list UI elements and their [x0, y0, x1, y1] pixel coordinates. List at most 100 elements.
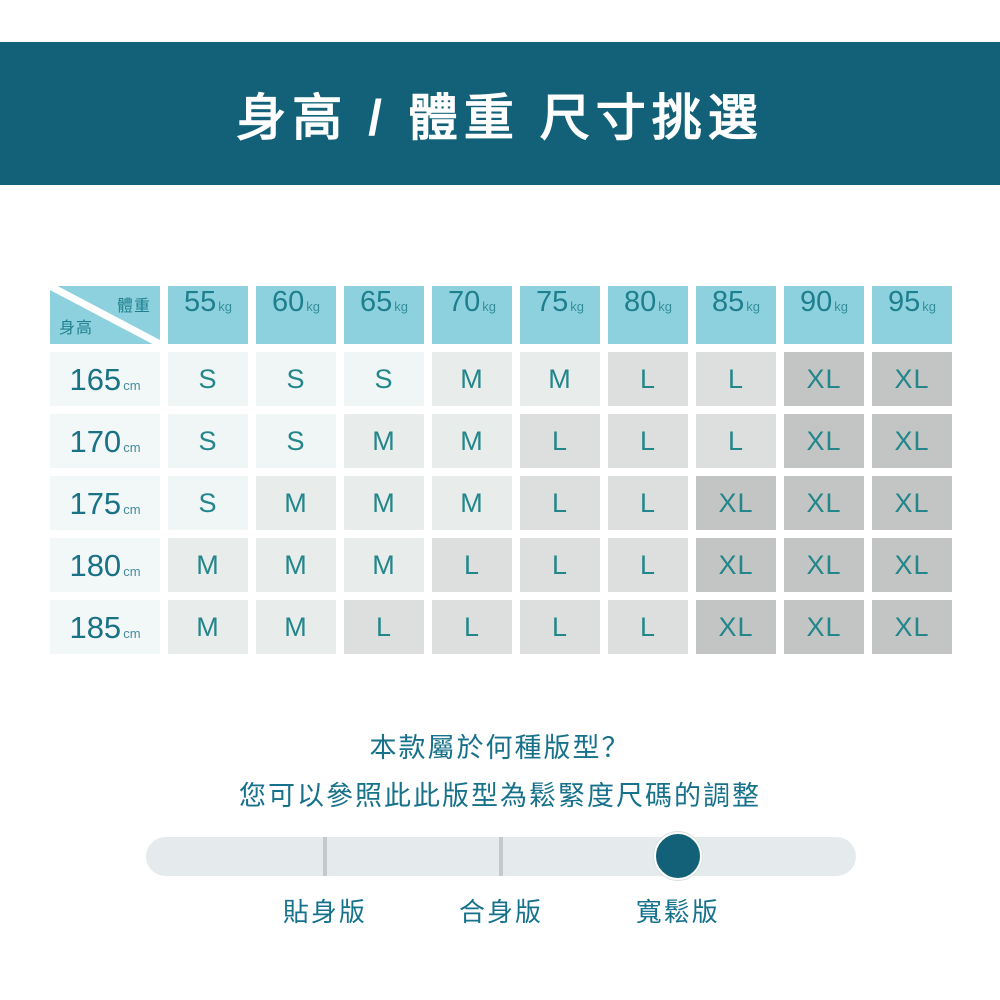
size-cell: XL [872, 476, 952, 530]
height-label-cell: 165 cm [50, 352, 160, 406]
size-cell: L [608, 414, 688, 468]
size-cell: S [256, 414, 336, 468]
size-cell: M [344, 414, 424, 468]
size-cell: L [520, 476, 600, 530]
weight-value: 70 [448, 286, 481, 318]
weight-header-cell: 95 kg [872, 286, 952, 344]
height-value: 185 [69, 610, 122, 645]
size-cell: L [520, 414, 600, 468]
fit-note: 本款屬於何種版型？ 您可以參照此此版型為鬆緊度尺碼的調整 [0, 726, 1000, 822]
height-unit: cm [123, 626, 141, 641]
size-cell: S [168, 476, 248, 530]
size-cell: XL [872, 414, 952, 468]
fit-slider-labels: 貼身版 合身版 寬鬆版 [0, 892, 1000, 928]
size-cell: XL [784, 538, 864, 592]
fit-slider-knob[interactable] [653, 832, 702, 880]
height-unit: cm [123, 440, 141, 455]
weight-header-cell: 75 kg [520, 286, 600, 344]
weight-header-cell: 80 kg [608, 286, 688, 344]
weight-unit: kg [746, 299, 760, 314]
weight-header-cell: 55 kg [168, 286, 248, 344]
fit-option-label: 寬鬆版 [635, 897, 720, 927]
size-cell: XL [784, 476, 864, 530]
size-cell: L [520, 538, 600, 592]
corner-height-label: 身高 [59, 320, 94, 337]
size-cell: L [432, 600, 512, 654]
height-label-cell: 170 cm [50, 414, 160, 468]
size-cell: XL [784, 600, 864, 654]
size-cell: M [520, 352, 600, 406]
height-label-cell: 175 cm [50, 476, 160, 530]
fit-slider-stop-divider [499, 837, 503, 876]
size-cell: M [256, 538, 336, 592]
size-cell: S [168, 414, 248, 468]
size-cell: M [256, 600, 336, 654]
height-value: 180 [69, 548, 122, 583]
weight-value: 95 [888, 286, 921, 318]
corner-weight-label: 體重 [116, 298, 151, 315]
size-cell: L [608, 476, 688, 530]
size-cell: S [256, 352, 336, 406]
page-title: 身高 / 體重 尺寸挑選 [236, 89, 764, 146]
size-cell: M [432, 352, 512, 406]
size-cell: M [256, 476, 336, 530]
weight-header-cell: 85 kg [696, 286, 776, 344]
weight-header-cell: 60 kg [256, 286, 336, 344]
weight-value: 90 [800, 286, 833, 318]
size-cell: M [344, 538, 424, 592]
size-table: 體重 身高 55 kg 60 kg 65 kg 70 kg 75 kg 80 kg 85 kg 90 kg 95 kg… [50, 286, 952, 654]
height-unit: cm [123, 502, 141, 517]
fit-note-line1: 本款屬於何種版型？ [369, 733, 631, 763]
size-cell: XL [872, 600, 952, 654]
table-corner-cell: 體重身高 [50, 286, 160, 344]
size-cell: L [344, 600, 424, 654]
size-cell: S [168, 352, 248, 406]
fit-option-label: 貼身版 [282, 897, 367, 927]
weight-unit: kg [306, 299, 320, 314]
weight-header-cell: 65 kg [344, 286, 424, 344]
weight-value: 55 [184, 286, 217, 318]
height-value: 165 [69, 362, 122, 397]
weight-unit: kg [834, 299, 848, 314]
size-cell: XL [784, 352, 864, 406]
size-cell: M [168, 600, 248, 654]
height-label-cell: 180 cm [50, 538, 160, 592]
height-label-cell: 185 cm [50, 600, 160, 654]
weight-value: 60 [272, 286, 305, 318]
size-cell: XL [784, 414, 864, 468]
weight-header-cell: 70 kg [432, 286, 512, 344]
fit-note-line2: 您可以參照此此版型為鬆緊度尺碼的調整 [239, 781, 761, 811]
height-unit: cm [123, 564, 141, 579]
size-cell: XL [872, 538, 952, 592]
size-cell: XL [872, 352, 952, 406]
height-value: 175 [69, 486, 122, 521]
height-unit: cm [123, 378, 141, 393]
weight-unit: kg [394, 299, 408, 314]
weight-unit: kg [482, 299, 496, 314]
size-cell: S [344, 352, 424, 406]
weight-header-cell: 90 kg [784, 286, 864, 344]
size-cell: L [608, 352, 688, 406]
weight-value: 85 [712, 286, 745, 318]
height-value: 170 [69, 424, 122, 459]
size-cell: XL [696, 476, 776, 530]
weight-value: 80 [624, 286, 657, 318]
size-cell: M [168, 538, 248, 592]
size-cell: XL [696, 538, 776, 592]
weight-unit: kg [922, 299, 936, 314]
size-cell: L [696, 352, 776, 406]
size-cell: M [432, 476, 512, 530]
size-cell: M [432, 414, 512, 468]
fit-slider-track[interactable] [146, 832, 856, 880]
size-cell: M [344, 476, 424, 530]
fit-option-label: 合身版 [458, 897, 544, 927]
size-cell: L [432, 538, 512, 592]
fit-slider-stop-divider [322, 837, 327, 876]
weight-value: 65 [360, 286, 393, 318]
weight-unit: kg [570, 299, 584, 314]
size-cell: L [696, 414, 776, 468]
weight-unit: kg [658, 299, 672, 314]
weight-value: 75 [536, 286, 569, 318]
size-cell: XL [696, 600, 776, 654]
